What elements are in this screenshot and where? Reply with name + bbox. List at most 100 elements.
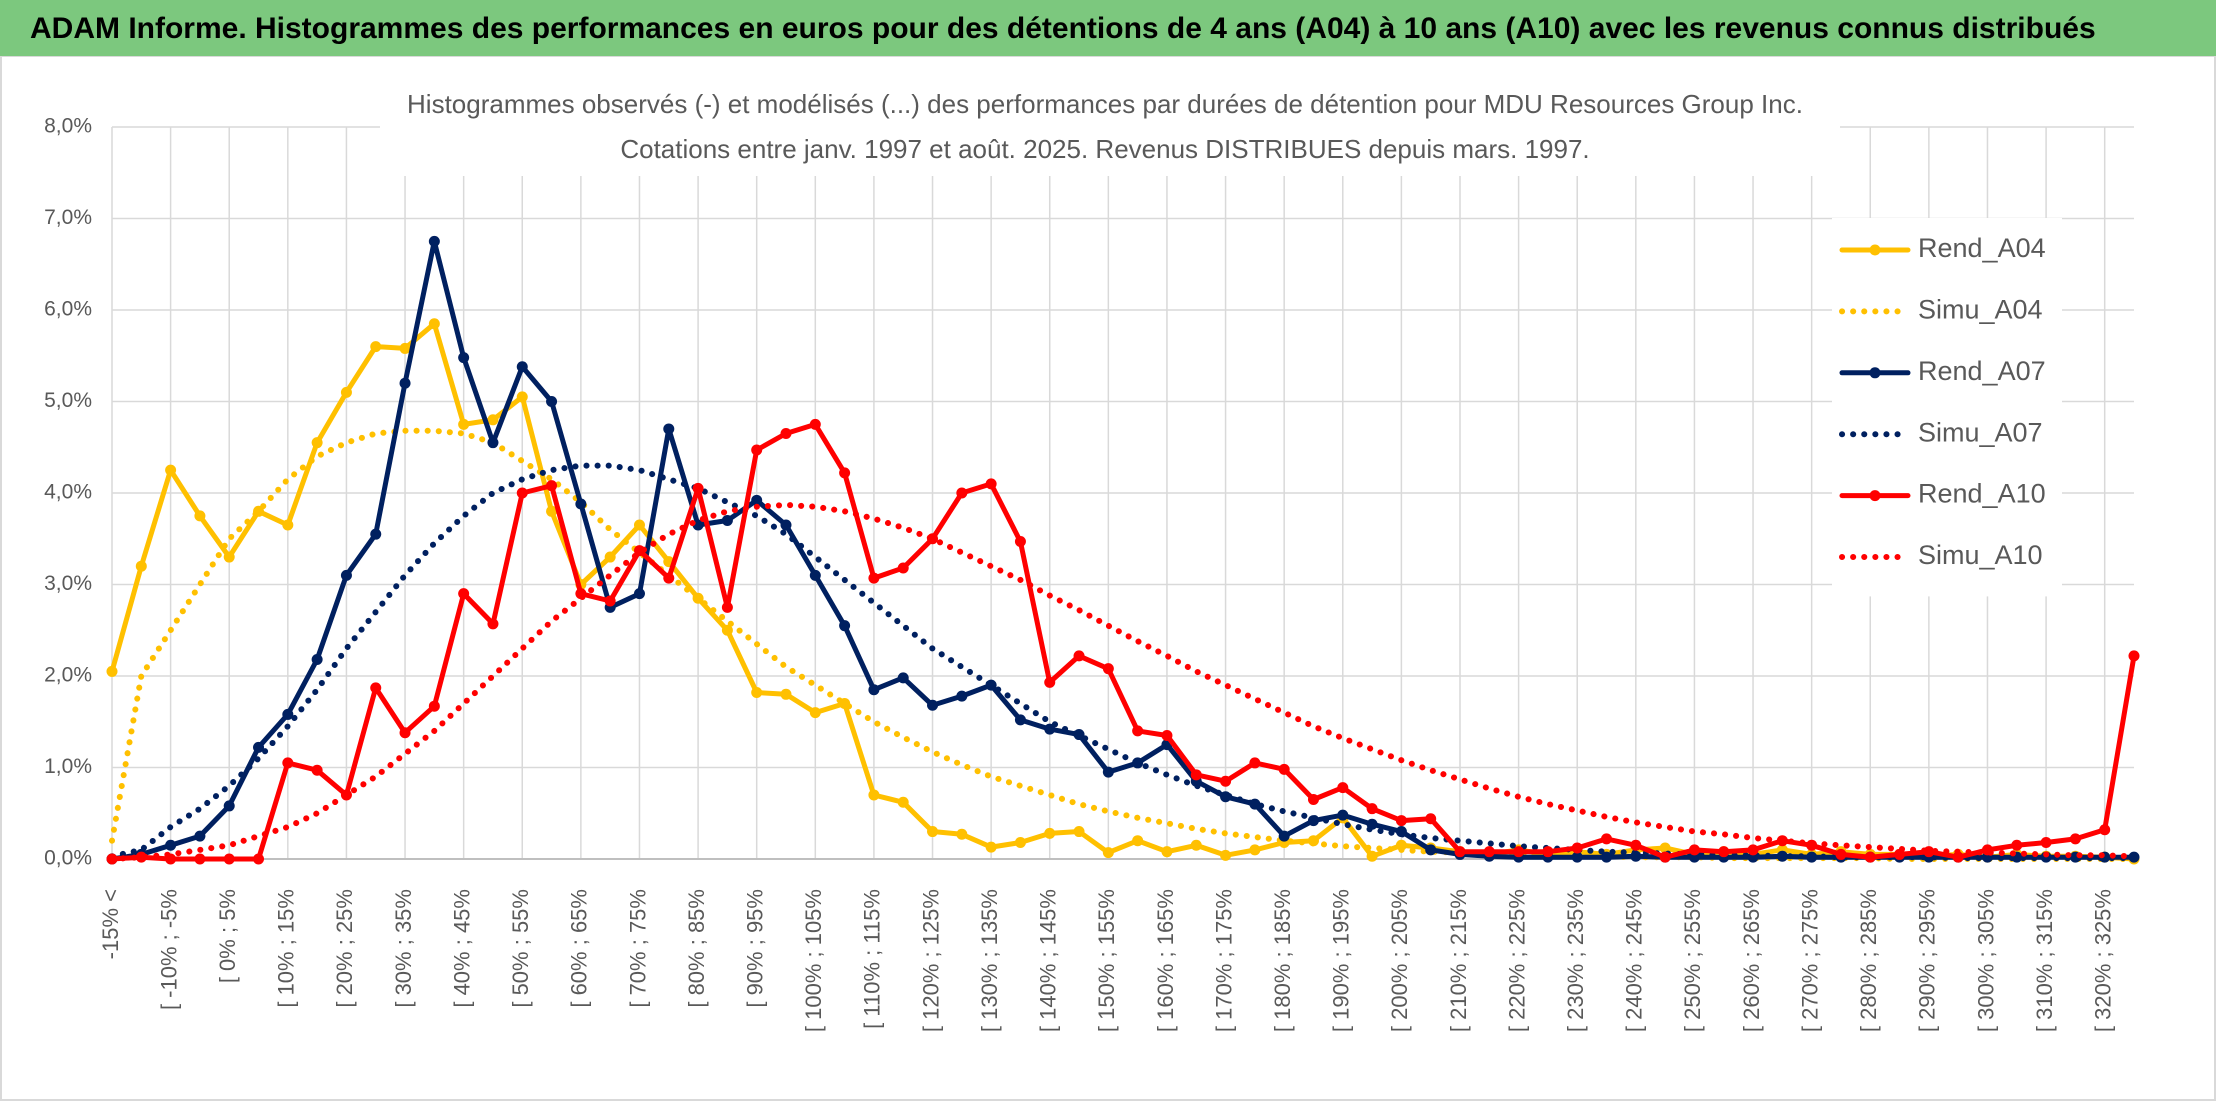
x-tick-label: [ 320% ; 325% <box>2091 889 2116 1032</box>
data-point <box>663 572 675 584</box>
x-tick-label: [ 260% ; 265% <box>1739 889 1764 1032</box>
x-tick-label: [ 130% ; 135% <box>977 889 1002 1032</box>
x-tick-label: [ 10% ; 15% <box>274 889 299 1008</box>
data-point <box>370 528 382 540</box>
x-tick-label: -15% < <box>98 889 123 959</box>
data-point <box>223 800 235 812</box>
y-tick-label: 0,0% <box>44 847 92 870</box>
data-point <box>780 688 792 700</box>
x-tick-label: [ 20% ; 25% <box>332 889 357 1008</box>
data-point <box>1220 849 1232 861</box>
y-tick-label: 2,0% <box>44 664 92 687</box>
data-point <box>223 853 235 865</box>
x-tick-label: [ 200% ; 205% <box>1387 889 1412 1032</box>
data-point <box>1601 851 1613 863</box>
legend-marker <box>1869 244 1881 256</box>
data-point <box>2099 824 2111 836</box>
data-point <box>194 510 206 522</box>
x-tick-label: [ 300% ; 305% <box>1973 889 1998 1032</box>
data-point <box>516 391 528 403</box>
x-tick-label: [ 0% ; 5% <box>215 889 240 983</box>
data-point <box>253 853 265 865</box>
data-point <box>1161 846 1173 858</box>
data-point <box>1718 846 1730 858</box>
series-line <box>109 238 2137 862</box>
legend-label: Rend_A07 <box>1918 356 2046 386</box>
x-tick-label: [ -10% ; -5% <box>156 889 181 1010</box>
header-title: ADAM Informe. Histogrammes des performan… <box>30 12 2096 45</box>
data-point <box>1366 850 1378 862</box>
data-point <box>1249 844 1261 856</box>
data-point <box>780 428 792 440</box>
data-point <box>604 551 616 563</box>
data-point <box>1835 848 1847 860</box>
data-point <box>1220 775 1232 787</box>
chart-subtitle: Cotations entre janv. 1997 et août. 2025… <box>620 134 1589 164</box>
data-point <box>1601 833 1613 845</box>
data-point <box>311 654 323 666</box>
data-point <box>428 700 440 712</box>
data-point <box>106 665 118 677</box>
data-point <box>809 569 821 581</box>
data-point <box>370 682 382 694</box>
data-point <box>897 672 909 684</box>
data-point <box>1513 846 1525 858</box>
data-point <box>868 572 880 584</box>
y-tick-label: 8,0% <box>44 115 92 138</box>
x-tick-label: [ 50% ; 55% <box>508 889 533 1008</box>
x-tick-label: [ 30% ; 35% <box>391 889 416 1008</box>
series-line <box>109 321 2137 862</box>
data-point <box>868 789 880 801</box>
data-point <box>1571 842 1583 854</box>
x-tick-label: [ 240% ; 245% <box>1622 889 1647 1032</box>
data-point <box>1132 725 1144 737</box>
header-bar <box>0 0 2216 56</box>
data-point <box>956 690 968 702</box>
data-point <box>1249 757 1261 769</box>
data-point <box>1659 851 1671 863</box>
data-point <box>956 828 968 840</box>
series-line <box>109 501 2137 862</box>
x-tick-label: [ 140% ; 145% <box>1036 889 1061 1032</box>
data-point <box>1044 723 1056 735</box>
data-point <box>1307 794 1319 806</box>
data-point <box>751 686 763 698</box>
legend-marker <box>1869 367 1881 379</box>
data-point <box>1190 769 1202 781</box>
data-point <box>399 727 411 739</box>
data-point <box>897 796 909 808</box>
x-tick-label: [ 110% ; 115% <box>860 889 885 1029</box>
data-point <box>1132 835 1144 847</box>
legend-label: Rend_A04 <box>1918 233 2046 263</box>
data-point <box>1425 844 1437 856</box>
x-tick-label: [ 250% ; 255% <box>1680 889 1705 1032</box>
data-point <box>1337 809 1349 821</box>
legend-label: Simu_A07 <box>1918 417 2043 447</box>
data-point <box>809 418 821 430</box>
data-point <box>1014 837 1026 849</box>
data-point <box>340 569 352 581</box>
data-point <box>458 588 470 600</box>
data-point <box>1161 729 1173 741</box>
x-tick-label: [ 230% ; 235% <box>1563 889 1588 1032</box>
y-tick-label: 5,0% <box>44 389 92 412</box>
data-point <box>2069 833 2081 845</box>
data-point <box>370 341 382 353</box>
data-point <box>2040 837 2052 849</box>
data-point <box>1395 839 1407 851</box>
data-point <box>428 318 440 330</box>
data-point <box>546 480 558 492</box>
data-point <box>839 467 851 479</box>
data-point <box>1073 650 1085 662</box>
x-tick-label: [ 60% ; 65% <box>567 889 592 1008</box>
data-point <box>1366 803 1378 815</box>
data-point <box>751 444 763 456</box>
data-point <box>516 487 528 499</box>
data-point <box>546 396 558 407</box>
data-point <box>839 620 851 632</box>
data-point <box>2011 839 2023 851</box>
data-point <box>1102 663 1114 675</box>
data-point <box>1073 826 1085 838</box>
y-tick-label: 1,0% <box>44 755 92 778</box>
